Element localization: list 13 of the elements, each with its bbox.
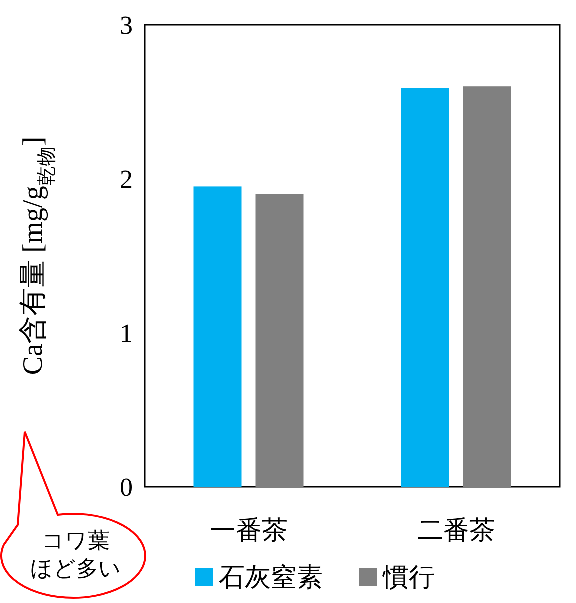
y-tick-label: 3 <box>120 11 133 40</box>
text: コワ葉ほど多い <box>30 529 122 582</box>
y-tick-label: 2 <box>120 165 133 194</box>
legend-label: 石灰窒素 <box>219 563 323 593</box>
bar <box>194 186 242 487</box>
y-tick-label: 0 <box>120 473 133 502</box>
x-tick-label: 一番茶 <box>210 516 288 546</box>
bar <box>256 194 304 487</box>
legend-label: 慣行 <box>382 563 435 593</box>
x-tick-label: 二番茶 <box>417 516 496 546</box>
y-tick-label: 1 <box>120 319 133 348</box>
bar <box>401 88 450 487</box>
bar <box>463 86 512 487</box>
